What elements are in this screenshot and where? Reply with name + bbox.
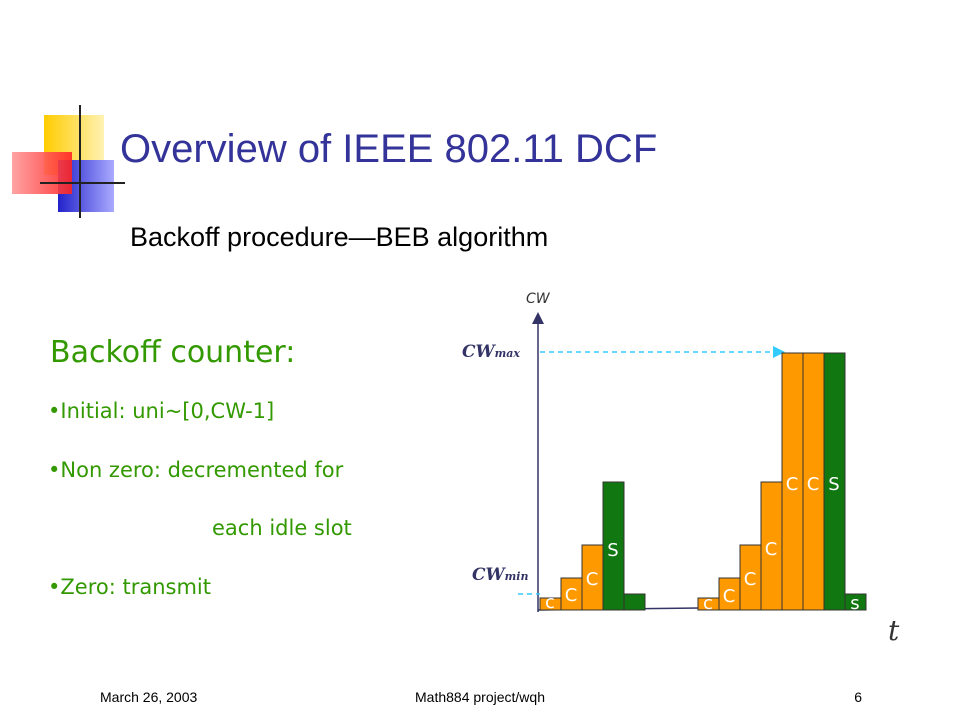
bar-label: c [545,592,555,613]
cw-min: CWmin [472,565,528,585]
counter-heading: Backoff counter: [50,335,295,370]
bar-label: C [744,569,757,590]
bullet: •Initial: uni~[0,CW-1] [48,399,274,423]
bar-label: S [828,474,839,495]
title: Overview of IEEE 802.11 DCF [120,127,657,171]
bar-label: c [703,593,713,614]
bullet: •Non zero: decremented for [48,458,344,482]
diagram: CW t CWmax CWmin c C C S c C C C C C [462,291,900,647]
bar-label: C [807,474,820,495]
bullet: •Zero: transmit [48,575,211,599]
bar [602,481,625,611]
bullet-text: each idle slot [212,516,352,540]
footer-date: March 26, 2003 [100,689,197,705]
cw-sub: max [495,347,521,360]
bar-label: s [850,593,859,614]
bar-label: C [565,585,578,606]
cw-max: CWmax [462,342,520,362]
subtitle: Backoff procedure—BEB algorithm [130,222,548,252]
bar-label: C [765,539,778,560]
y-label: CW [526,291,551,307]
bullet-text: Non zero: decremented for [60,458,343,482]
cw-sub: min [505,570,529,583]
bar-label: C [723,586,736,607]
bar [623,593,646,611]
bar [823,352,846,611]
bar-label: S [607,540,618,561]
bullet-text: Zero: transmit [60,575,211,599]
bar [844,593,867,611]
bar-label: C [786,474,799,495]
footer-project: Math884 project/wqh [415,689,545,705]
page-number: 6 [854,689,862,705]
cw-base: CW [462,342,497,362]
cw-base: CW [472,565,507,585]
bar-label: C [586,569,599,590]
x-label: t [888,614,900,647]
decoration [12,105,125,218]
bullet-text: Initial: uni~[0,CW-1] [60,399,274,423]
